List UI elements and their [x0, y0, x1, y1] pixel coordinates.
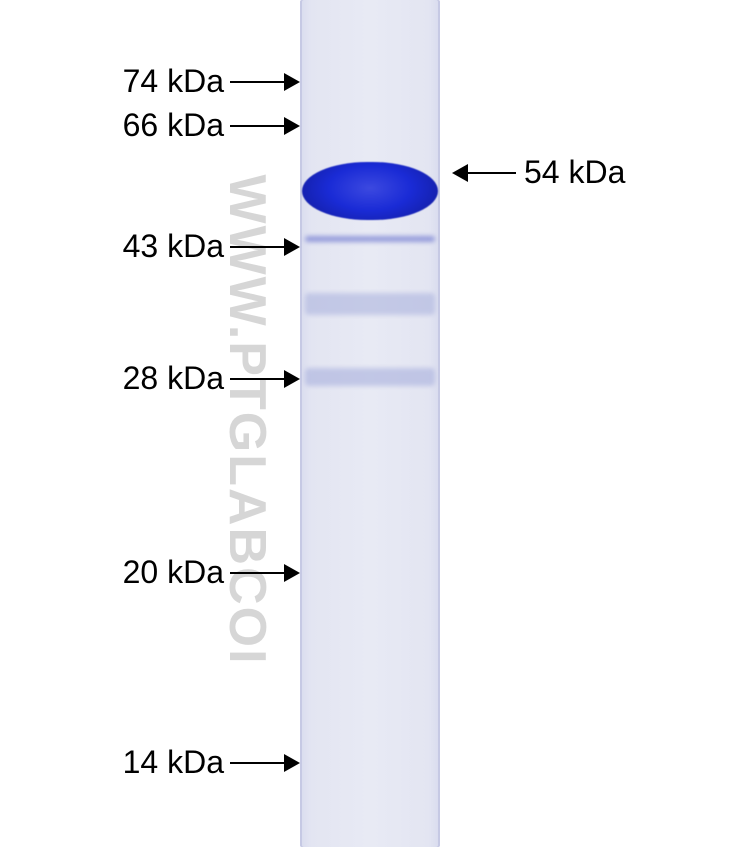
marker-weight-text: 14 kDa [123, 744, 224, 781]
arrow-right-icon [230, 571, 298, 575]
marker-label: 28 kDa [123, 360, 298, 397]
gel-lane [300, 0, 440, 847]
marker-label: 74 kDa [123, 63, 298, 100]
marker-weight-text: 66 kDa [123, 107, 224, 144]
arrow-right-icon [230, 377, 298, 381]
arrow-right-icon [230, 124, 298, 128]
target-weight-text: 54 kDa [524, 154, 625, 191]
target-band [302, 162, 438, 220]
marker-weight-text: 28 kDa [123, 360, 224, 397]
marker-label: 43 kDa [123, 228, 298, 265]
arrow-right-icon [230, 80, 298, 84]
marker-weight-text: 20 kDa [123, 554, 224, 591]
gel-figure: WWW.PTGLABCOI 74 kDa66 kDa43 kDa28 kDa20… [0, 0, 740, 847]
arrow-right-icon [230, 245, 298, 249]
marker-label: 14 kDa [123, 744, 298, 781]
faint-band [305, 293, 435, 315]
marker-weight-text: 74 kDa [123, 63, 224, 100]
faint-band [305, 236, 435, 242]
arrow-right-icon [230, 761, 298, 765]
arrow-left-icon [454, 171, 516, 175]
target-label: 54 kDa [454, 154, 625, 191]
marker-weight-text: 43 kDa [123, 228, 224, 265]
marker-label: 66 kDa [123, 107, 298, 144]
faint-band [305, 368, 435, 386]
marker-label: 20 kDa [123, 554, 298, 591]
